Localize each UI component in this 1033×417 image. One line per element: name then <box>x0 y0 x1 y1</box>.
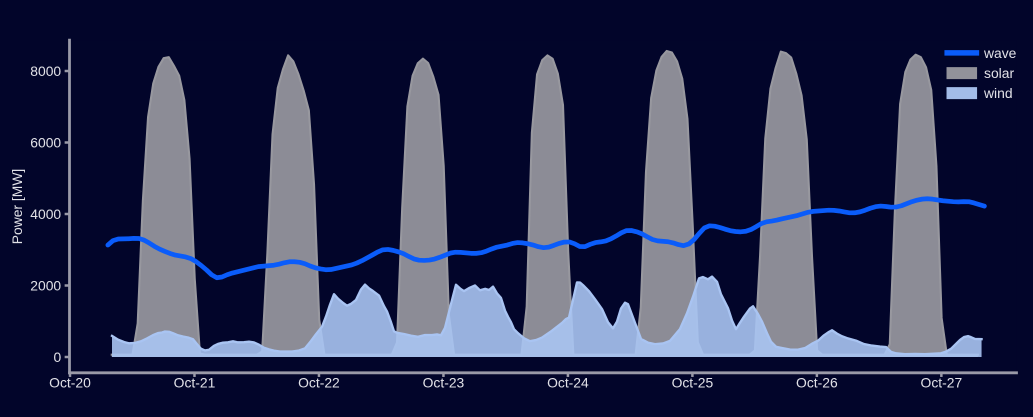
svg-text:Oct-25: Oct-25 <box>672 375 714 391</box>
svg-text:Power [MW]: Power [MW] <box>9 169 25 245</box>
svg-text:wind: wind <box>983 85 1013 101</box>
svg-text:8000: 8000 <box>30 63 61 79</box>
svg-text:Oct-23: Oct-23 <box>423 375 465 391</box>
svg-text:Oct-26: Oct-26 <box>796 375 838 391</box>
svg-text:4000: 4000 <box>30 206 61 222</box>
svg-text:2000: 2000 <box>30 278 61 294</box>
svg-text:Oct-21: Oct-21 <box>174 375 216 391</box>
svg-text:0: 0 <box>53 349 61 365</box>
svg-text:Oct-24: Oct-24 <box>547 375 589 391</box>
svg-text:wave: wave <box>983 45 1017 61</box>
svg-text:solar: solar <box>984 65 1014 81</box>
svg-text:Oct-20: Oct-20 <box>49 375 91 391</box>
svg-text:Oct-22: Oct-22 <box>298 375 340 391</box>
svg-text:6000: 6000 <box>30 135 61 151</box>
svg-text:Oct-27: Oct-27 <box>921 375 963 391</box>
